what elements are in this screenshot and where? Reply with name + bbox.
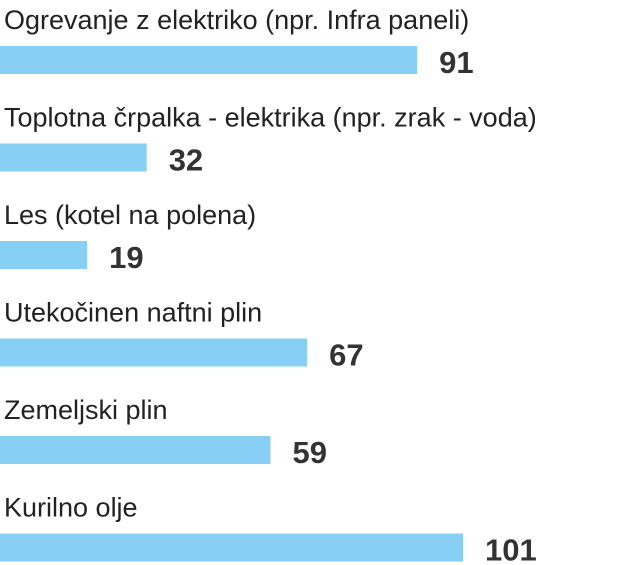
value-label: 32 — [169, 143, 203, 178]
bar — [0, 46, 418, 74]
value-label: 59 — [292, 435, 326, 470]
value-label: 19 — [109, 240, 143, 275]
value-label: 101 — [485, 533, 537, 565]
bar — [0, 338, 308, 367]
bar — [0, 143, 147, 172]
category-label: Ogrevanje z elektriko (npr. Infra paneli… — [4, 5, 469, 35]
category-label: Utekočinen naftni plin — [4, 298, 262, 328]
bar — [0, 436, 271, 464]
category-label: Zemeljski plin — [4, 395, 168, 425]
value-label: 91 — [439, 45, 473, 80]
bar — [0, 533, 463, 562]
category-label: Les (kotel na polena) — [4, 200, 256, 230]
category-label: Kurilno olje — [4, 493, 138, 523]
value-label: 67 — [329, 338, 363, 373]
category-label: Toplotna črpalka - elektrika (npr. zrak … — [4, 103, 537, 133]
bar — [0, 241, 88, 269]
